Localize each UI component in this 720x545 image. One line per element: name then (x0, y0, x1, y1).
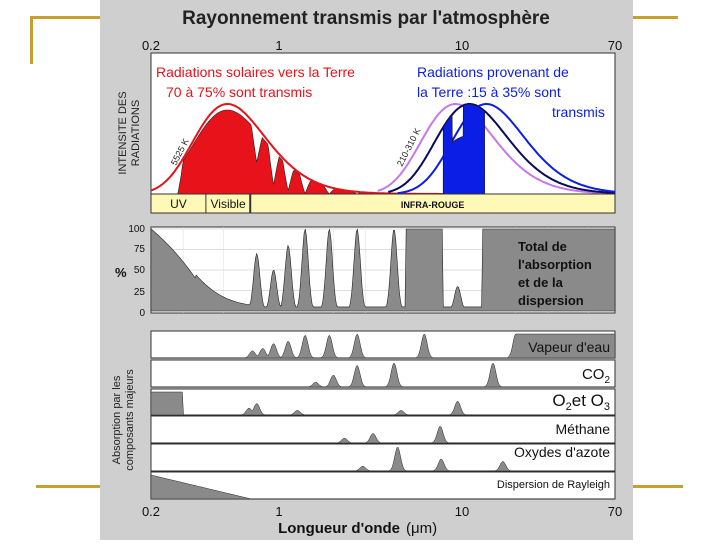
total-title-line3: et de la (518, 275, 564, 290)
component-label-nitrogen-oxides: Oxydes d'azote (514, 444, 610, 460)
chart-svg: Rayonnement transmis par l'atmosphère 0.… (111, 8, 622, 537)
tick-label-top: 0.2 (142, 38, 160, 53)
earth-label-line1: Radiations provenant de (417, 64, 569, 80)
slide-corner-line (30, 16, 100, 19)
y-tick-75: 75 (134, 244, 146, 255)
chart-title: Rayonnement transmis par l'atmosphère (182, 8, 550, 29)
tick-label-top: 1 (275, 38, 282, 53)
component-absorption-area (150, 391, 615, 416)
tick-label-bottom: 1 (275, 504, 282, 519)
earth-transmitted-area (442, 103, 485, 195)
components-ylabel-line1: Absorption par les (111, 375, 123, 464)
slide-corner-line (30, 16, 33, 64)
y-tick-0: 0 (139, 308, 145, 319)
component-panel (150, 359, 616, 388)
component-panel (150, 415, 616, 444)
component-absorption-area (150, 474, 615, 500)
tick-label-bottom: 10 (455, 504, 469, 519)
earth-curve-260k (388, 103, 615, 194)
slide-bottom-line (633, 485, 683, 488)
component-label-water: Vapeur d'eau (528, 339, 610, 355)
intensity-shapes (150, 103, 616, 195)
y-tick-50: 50 (134, 265, 146, 276)
band-label-visible: Visible (210, 197, 245, 211)
tick-label-top: 70 (608, 38, 622, 53)
tick-label-top: 10 (455, 38, 469, 53)
earth-curve-210k (397, 103, 616, 195)
solar-label-line2: 70 à 75% sont transmis (166, 84, 312, 100)
component-label-rayleigh: Dispersion de Rayleigh (497, 479, 610, 491)
total-title-line4: dispersion (518, 293, 584, 308)
band-bar (150, 193, 616, 214)
x-axis-label: Longueur d'onde (278, 520, 400, 537)
percent-ylabel: % (115, 265, 127, 280)
tick-label-bottom: 0.2 (142, 504, 160, 519)
component-absorption-area (151, 425, 615, 444)
component-panel (150, 388, 616, 416)
intensity-ylabel-line2: RADIATIONS (130, 100, 142, 166)
band-label-uv: UV (170, 197, 187, 211)
y-tick-100: 100 (128, 224, 145, 235)
solar-label-line1: Radiations solaires vers la Terre (156, 64, 355, 80)
x-axis-unit: (μm) (406, 520, 437, 537)
earth-curve-310k (377, 103, 615, 195)
earth-label-line2: la Terre :15 à 35% sont (417, 84, 561, 100)
component-panels (150, 330, 616, 500)
component-panel (150, 443, 616, 472)
total-absorption-area (150, 228, 616, 312)
band-label-infrared: INFRA-ROUGE (401, 200, 465, 210)
tick-label-bottom: 70 (608, 504, 622, 519)
component-absorption-area (151, 333, 616, 359)
slide-bottom-line (36, 485, 100, 488)
earth-label-line3: transmis (552, 104, 605, 120)
y-tick-25: 25 (134, 287, 146, 298)
components-ylabel-line2: composants majeurs (124, 369, 136, 471)
slide-corner-line (633, 16, 678, 19)
atmosphere-transmission-figure: Rayonnement transmis par l'atmosphère 0.… (100, 0, 633, 540)
component-label-methane: Méthane (556, 421, 611, 437)
component-absorption-area (151, 446, 615, 472)
total-title-line2: l'absorption (518, 257, 592, 272)
total-title-line1: Total de (518, 239, 567, 254)
component-label-co2: CO2 (582, 366, 611, 386)
component-label-o2-o3: O2et O3 (552, 391, 610, 413)
component-absorption-area (151, 362, 615, 388)
intensity-ylabel-line1: INTENSITE DES (117, 91, 129, 174)
